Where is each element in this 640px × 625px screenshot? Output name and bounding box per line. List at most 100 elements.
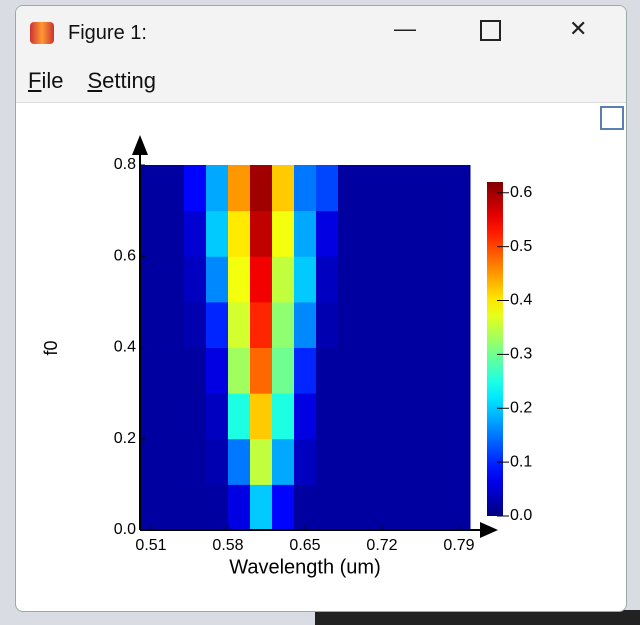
heatmap-cell bbox=[338, 484, 361, 531]
y-axis-label: f0 bbox=[41, 340, 61, 355]
heatmap-cell bbox=[294, 347, 317, 394]
heatmap-cell bbox=[184, 165, 207, 212]
background-window bbox=[315, 610, 640, 625]
heatmap-cell bbox=[316, 347, 339, 394]
title-bar: Figure 1: — ✕ bbox=[16, 6, 626, 60]
maximize-button[interactable] bbox=[480, 20, 501, 41]
heatmap-cell bbox=[228, 256, 251, 303]
heatmap-cell bbox=[360, 210, 383, 257]
heatmap-cell bbox=[404, 165, 427, 212]
heatmap-cell bbox=[272, 256, 295, 303]
heatmap-cell bbox=[140, 438, 163, 485]
colorbar-tick-label: 0.6 bbox=[510, 184, 532, 201]
heatmap-cell bbox=[250, 484, 273, 531]
heatmap-cell bbox=[338, 347, 361, 394]
x-tick-label: 0.51 bbox=[135, 537, 166, 554]
heatmap-cell bbox=[404, 438, 427, 485]
close-button[interactable]: ✕ bbox=[569, 16, 588, 41]
heatmap-cell bbox=[294, 301, 317, 348]
heatmap-cell bbox=[140, 165, 163, 212]
heatmap-cell bbox=[404, 256, 427, 303]
heatmap-cell bbox=[140, 484, 163, 531]
heatmap-cell bbox=[206, 165, 229, 212]
y-tick-label: 0.4 bbox=[114, 339, 136, 356]
colorbar bbox=[487, 182, 503, 516]
heatmap-cell bbox=[360, 165, 383, 212]
heatmap-cell bbox=[184, 347, 207, 394]
y-tick-label: 0.6 bbox=[114, 247, 136, 264]
heatmap-cell bbox=[382, 438, 405, 485]
heatmap-cell bbox=[338, 301, 361, 348]
heatmap-cell bbox=[228, 484, 251, 531]
heatmap-cell bbox=[206, 301, 229, 348]
heatmap-cell bbox=[338, 256, 361, 303]
heatmap-cell bbox=[206, 438, 229, 485]
heatmap-cell bbox=[448, 347, 471, 394]
y-tick-label: 0.2 bbox=[114, 430, 136, 447]
heatmap-cell bbox=[294, 210, 317, 257]
heatmap-cell bbox=[426, 256, 449, 303]
heatmap-cell bbox=[448, 393, 471, 440]
heatmap-cell bbox=[382, 484, 405, 531]
heatmap-cell bbox=[250, 210, 273, 257]
x-tick-label: 0.79 bbox=[443, 537, 474, 554]
menu-item[interactable]: Setting bbox=[87, 68, 156, 93]
heatmap-cell bbox=[404, 393, 427, 440]
heatmap-cell bbox=[316, 256, 339, 303]
heatmap-cell bbox=[272, 165, 295, 212]
heatmap-cell bbox=[206, 484, 229, 531]
heatmap-cell bbox=[316, 484, 339, 531]
heatmap-cell bbox=[316, 393, 339, 440]
heatmap-cell bbox=[426, 347, 449, 394]
heatmap-cell bbox=[206, 210, 229, 257]
heatmap-cell bbox=[272, 210, 295, 257]
heatmap-cell bbox=[404, 347, 427, 394]
colorbar-tick-label: 0.3 bbox=[510, 346, 532, 363]
heatmap-cell bbox=[382, 256, 405, 303]
heatmap-cell bbox=[206, 393, 229, 440]
heatmap-cell bbox=[426, 438, 449, 485]
x-tick-label: 0.58 bbox=[212, 537, 243, 554]
heatmap-cell bbox=[426, 210, 449, 257]
heatmap-cell bbox=[140, 256, 163, 303]
heatmap-cell bbox=[294, 393, 317, 440]
heatmap-cell bbox=[382, 301, 405, 348]
heatmap-cell bbox=[228, 301, 251, 348]
heatmap-cell bbox=[382, 347, 405, 394]
heatmap-cell bbox=[360, 438, 383, 485]
minimize-button[interactable]: — bbox=[394, 16, 416, 41]
heatmap-cell bbox=[272, 484, 295, 531]
heatmap-cell bbox=[360, 256, 383, 303]
heatmap-cell bbox=[272, 438, 295, 485]
heatmap-cell bbox=[228, 165, 251, 212]
heatmap-cell bbox=[272, 301, 295, 348]
y-axis-arrow bbox=[132, 135, 148, 155]
heatmap-cell bbox=[360, 393, 383, 440]
colorbar-tick-label: 0.4 bbox=[510, 292, 532, 309]
heatmap-cell bbox=[206, 256, 229, 303]
heatmap-cell bbox=[404, 301, 427, 348]
heatmap-cell bbox=[448, 484, 471, 531]
heatmap-cell bbox=[316, 438, 339, 485]
heatmap-cell bbox=[448, 165, 471, 212]
menu-item[interactable]: File bbox=[28, 68, 64, 93]
panel-toggle[interactable] bbox=[600, 106, 624, 130]
heatmap-cell bbox=[140, 347, 163, 394]
heatmap-cell bbox=[228, 393, 251, 440]
heatmap-cell bbox=[184, 210, 207, 257]
heatmap-cell bbox=[426, 301, 449, 348]
y-tick-label: 0.0 bbox=[114, 521, 136, 538]
heatmap-cell bbox=[294, 484, 317, 531]
heatmap-cell bbox=[404, 210, 427, 257]
heatmap-cell bbox=[228, 438, 251, 485]
heatmap-cell bbox=[316, 165, 339, 212]
heatmap-cell bbox=[360, 347, 383, 394]
heatmap-cell bbox=[360, 301, 383, 348]
heatmap-cell bbox=[140, 393, 163, 440]
heatmap-cell bbox=[404, 484, 427, 531]
heatmap-cell bbox=[360, 484, 383, 531]
heatmap-cell bbox=[382, 393, 405, 440]
colorbar-tick-label: 0.1 bbox=[510, 453, 532, 470]
app-icon bbox=[30, 22, 54, 44]
heatmap-cell bbox=[448, 256, 471, 303]
